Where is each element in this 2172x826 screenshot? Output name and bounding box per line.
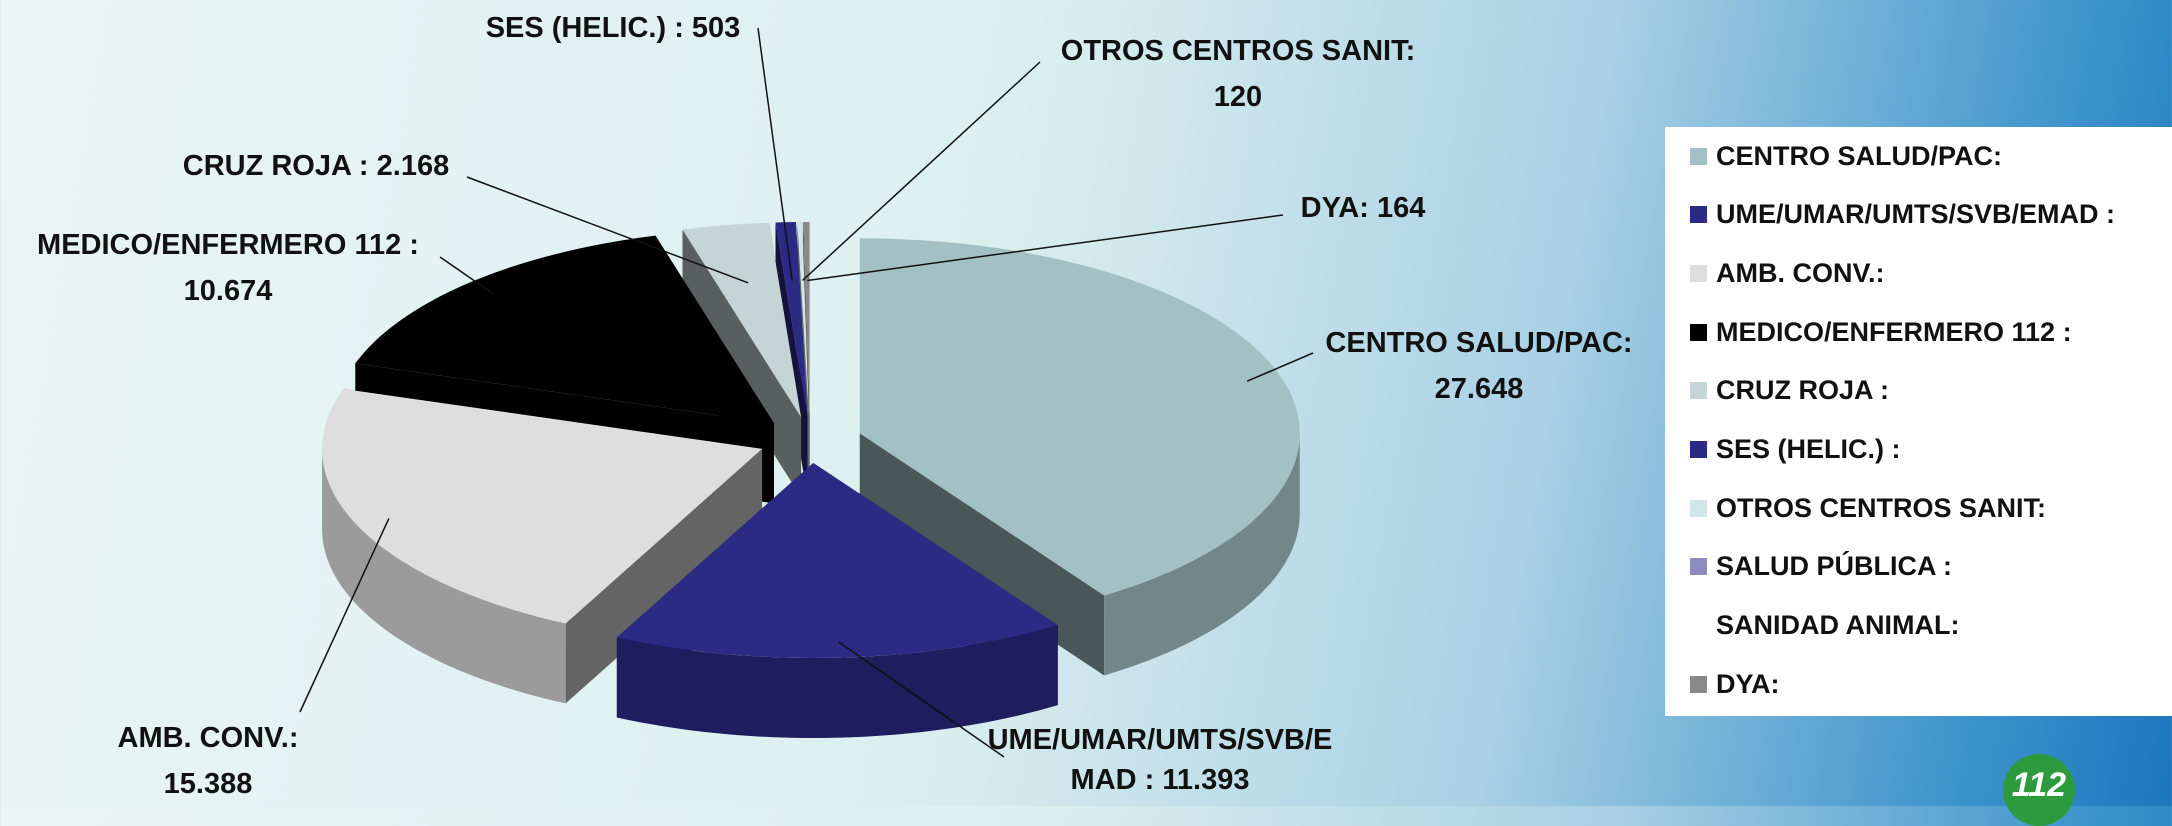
legend-label: CENTRO SALUD/PAC: — [1716, 140, 2002, 171]
legend-item: UME/UMAR/UMTS/SVB/EMAD : — [1690, 195, 2115, 235]
leader-line — [439, 256, 494, 295]
data-label-value: 2.168 — [376, 150, 450, 182]
slice-side — [616, 625, 1058, 738]
data-label-name: UME/UMAR/UMTS/SVB/EMAD : — [987, 724, 1333, 796]
slice-top — [682, 222, 802, 418]
legend-swatch — [1690, 441, 1707, 458]
slice-top — [775, 222, 808, 417]
slice — [616, 462, 1058, 738]
data-label-name: DYA: — [1300, 192, 1369, 224]
leader-line — [807, 214, 1284, 282]
legend-swatch — [1690, 323, 1707, 341]
legend-item: AMB. CONV.: — [1690, 253, 1885, 293]
legend-label: SANIDAD ANIMAL: — [1716, 610, 1960, 641]
legend-swatch — [1690, 675, 1707, 693]
slice-side — [322, 448, 566, 704]
leader-line — [299, 518, 390, 713]
leader-line — [802, 61, 1041, 282]
legend-label: DYA: — [1716, 668, 1780, 699]
data-label-name: MEDICO/ENFERMERO 112 : — [37, 229, 419, 261]
data-label-value: 10.674 — [183, 275, 273, 307]
legend-label: MEDICO/ENFERMERO 112 : — [1716, 316, 2072, 347]
slice-top — [802, 221, 810, 417]
logo: 112 — [2003, 754, 2075, 826]
legend-swatch — [1690, 499, 1707, 517]
legend-swatch — [1690, 206, 1707, 224]
legend-item: SALUD PÚBLICA : — [1690, 547, 1952, 587]
data-label-name: CRUZ ROJA : — [182, 150, 369, 182]
data-label: AMB. CONV.: 15.388 — [78, 715, 338, 807]
slice — [859, 238, 1300, 676]
data-label: MEDICO/ENFERMERO 112 : 10.674 — [8, 222, 448, 314]
legend-item: CRUZ ROJA : — [1690, 371, 1889, 411]
data-label: CENTRO SALUD/PAC: 27.648 — [1299, 320, 1659, 412]
leader-line — [466, 176, 749, 284]
slice-top — [859, 238, 1300, 596]
data-label-name: OTROS CENTROS SANIT: — [1060, 35, 1416, 67]
data-label-name: SES (HELIC.) : — [485, 12, 684, 44]
chart — [299, 27, 1314, 758]
slice-side — [1104, 433, 1300, 676]
legend-swatch — [1690, 264, 1707, 282]
legend-label: CRUZ ROJA : — [1716, 375, 1889, 406]
data-label-value: 11.393 — [1162, 764, 1250, 796]
legend-item: OTROS CENTROS SANIT: — [1690, 488, 2046, 528]
legend-swatch — [1690, 558, 1707, 576]
slice-top — [797, 221, 809, 417]
legend-item: MEDICO/ENFERMERO 112 : — [1690, 312, 2072, 352]
data-label: SES (HELIC.) : 503 — [463, 5, 763, 51]
data-label-value: 120 — [1213, 81, 1263, 113]
legend-item: CENTRO SALUD/PAC: — [1690, 136, 2002, 176]
leader-line — [757, 27, 793, 281]
legend-label: SES (HELIC.) : — [1716, 434, 1901, 464]
legend-label: OTROS CENTROS SANIT: — [1716, 492, 2047, 523]
legend-item: SANIDAD ANIMAL: — [1690, 606, 1959, 646]
slice — [322, 388, 763, 704]
data-label-value: 27.648 — [1434, 373, 1524, 405]
data-label: UME/UMAR/UMTS/SVB/EMAD : 11.393 — [980, 720, 1340, 800]
legend-swatch — [1690, 617, 1707, 634]
slice-top — [322, 388, 763, 624]
data-label-value: 503 — [691, 12, 741, 44]
leader-line — [1246, 352, 1314, 382]
data-label: DYA: 164 — [1273, 185, 1453, 231]
data-label: CRUZ ROJA : 2.168 — [156, 143, 476, 189]
legend-label: UME/UMAR/UMTS/SVB/EMAD : — [1716, 199, 2115, 230]
legend-label: SALUD PÚBLICA : — [1716, 551, 1952, 582]
legend-swatch — [1690, 147, 1707, 165]
data-label-name: CENTRO SALUD/PAC: — [1325, 327, 1633, 359]
slice-top — [355, 235, 774, 424]
data-label-value: 15.388 — [163, 768, 253, 800]
legend-swatch — [1690, 382, 1707, 400]
slice-top — [616, 462, 1058, 658]
slice-cut-face — [859, 433, 1105, 676]
data-label-value: 164 — [1376, 192, 1426, 224]
legend-item: SES (HELIC.) : — [1690, 430, 1901, 470]
legend: CENTRO SALUD/PAC: UME/UMAR/UMTS/SVB/EMAD … — [1665, 127, 2172, 716]
data-label: OTROS CENTROS SANIT: 120 — [1038, 28, 1438, 120]
leader-line — [838, 641, 1005, 758]
data-label-name: AMB. CONV.: — [117, 722, 299, 754]
legend-label: AMB. CONV.: — [1716, 257, 1885, 288]
legend-item: DYA: — [1690, 664, 1780, 704]
